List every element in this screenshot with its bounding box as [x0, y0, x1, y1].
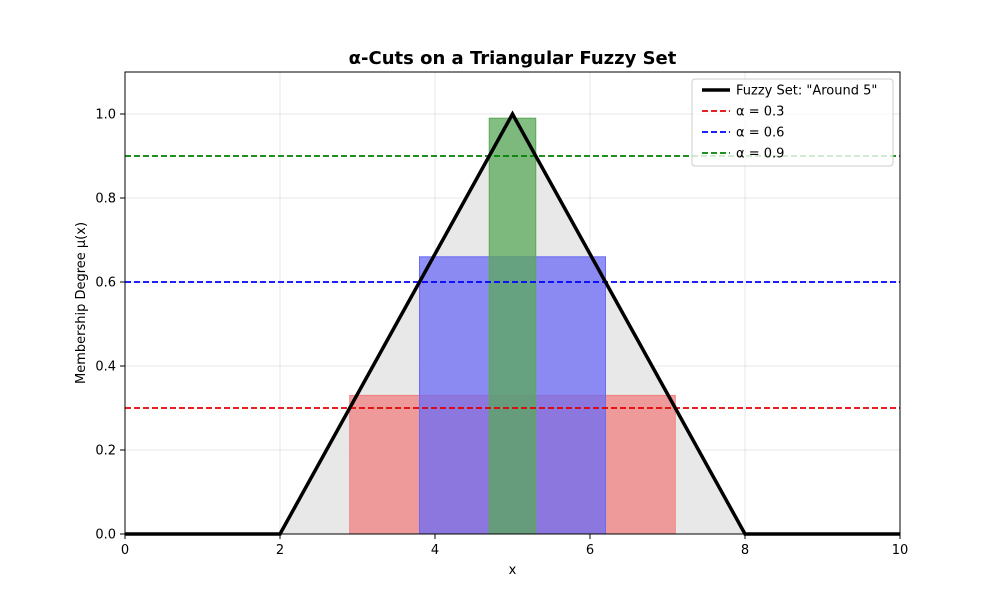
x-axis-label: x — [509, 563, 517, 578]
y-tick-label: 0.6 — [95, 276, 116, 291]
x-tick-label: 8 — [741, 543, 749, 558]
legend-label-4: α = 0.9 — [736, 147, 784, 162]
y-tick-label: 0.8 — [95, 192, 116, 207]
x-tick-label: 4 — [431, 543, 439, 558]
y-tick-label: 0.0 — [95, 528, 116, 543]
y-tick-label: 0.2 — [95, 444, 116, 459]
alpha-lines — [125, 155, 900, 409]
y-tick-label: 1.0 — [95, 108, 116, 123]
y-tick-label: 0.4 — [95, 360, 116, 375]
alpha-cut-bar-3 — [488, 117, 537, 535]
x-ticks: 0 2 4 6 8 10 — [121, 534, 908, 558]
legend-label-3: α = 0.6 — [736, 126, 784, 141]
alpha-cut-bars — [349, 117, 676, 535]
legend-box — [691, 78, 894, 167]
x-tick-label: 6 — [586, 543, 594, 558]
chart-title: α-Cuts on a Triangular Fuzzy Set — [349, 48, 677, 69]
legend-label-2: α = 0.3 — [736, 105, 784, 120]
y-ticks: 0.0 0.2 0.4 0.6 0.8 1.0 — [95, 108, 125, 543]
y-axis-label: Membership Degree μ(x) — [74, 222, 89, 384]
plot-frame — [124, 71, 901, 535]
legend-label-1: Fuzzy Set: "Around 5" — [736, 84, 877, 99]
x-tick-label: 10 — [892, 543, 909, 558]
x-tick-label: 0 — [121, 543, 129, 558]
x-tick-label: 2 — [276, 543, 284, 558]
legend: Fuzzy Set: "Around 5" α = 0.3 α = 0.6 α = 0… — [691, 78, 894, 167]
